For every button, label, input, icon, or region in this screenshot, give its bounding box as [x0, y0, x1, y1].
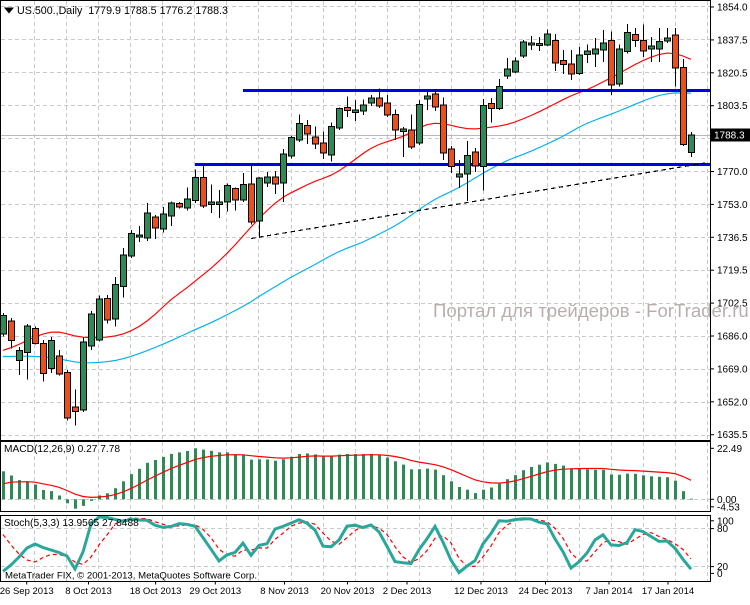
svg-text:29 Oct 2013: 29 Oct 2013 [189, 586, 241, 597]
svg-text:MetaTrader FIX, © 2001-2013, M: MetaTrader FIX, © 2001-2013, MetaQuotes … [5, 571, 257, 582]
svg-text:1854.0: 1854.0 [717, 3, 748, 14]
svg-text:2 Dec 2013: 2 Dec 2013 [383, 586, 432, 597]
svg-text:1669.0: 1669.0 [717, 364, 748, 375]
svg-text:24 Dec 2013: 24 Dec 2013 [519, 586, 573, 597]
svg-text:8 Oct 2013: 8 Oct 2013 [65, 586, 111, 597]
svg-text:17 Jan 2014: 17 Jan 2014 [642, 586, 694, 597]
svg-text:1837.5: 1837.5 [717, 35, 748, 46]
svg-text:1820.5: 1820.5 [717, 68, 748, 79]
svg-text:US.500.,Daily 1779.9 1788.5 1: US.500.,Daily 1779.9 1788.5 1776.2 1788.… [17, 5, 228, 17]
svg-text:1803.5: 1803.5 [717, 101, 748, 112]
svg-text:20: 20 [717, 562, 729, 573]
svg-text:20 Nov 2013: 20 Nov 2013 [321, 586, 375, 597]
svg-text:1736.5: 1736.5 [717, 233, 748, 244]
svg-text:100: 100 [717, 516, 734, 527]
svg-text:1788.3: 1788.3 [714, 131, 745, 142]
svg-text:1652.0: 1652.0 [717, 397, 748, 408]
svg-text:1753.0: 1753.0 [717, 200, 748, 211]
svg-text:1702.5: 1702.5 [717, 299, 748, 310]
svg-text:1635.5: 1635.5 [717, 430, 748, 441]
svg-text:-4.53: -4.53 [717, 502, 740, 513]
svg-text:22.49: 22.49 [717, 444, 742, 455]
svg-text:8 Nov 2013: 8 Nov 2013 [260, 586, 309, 597]
svg-text:1686.0: 1686.0 [717, 332, 748, 343]
svg-text:26 Sep 2013: 26 Sep 2013 [0, 586, 54, 597]
svg-text:18 Oct 2013: 18 Oct 2013 [130, 586, 182, 597]
svg-text:MACD(12,26,9) 0.27 7.78: MACD(12,26,9) 0.27 7.78 [4, 444, 120, 455]
svg-text:80: 80 [717, 524, 729, 535]
svg-text:0.00: 0.00 [717, 495, 737, 506]
svg-text:Stoch(5,3,3) 13.9565 27.8488: Stoch(5,3,3) 13.9565 27.8488 [4, 518, 139, 529]
svg-text:0: 0 [717, 569, 723, 580]
svg-text:Портал для трейдеров - ForTrad: Портал для трейдеров - ForTrader.ru [433, 300, 749, 321]
svg-text:7 Jan 2014: 7 Jan 2014 [585, 586, 632, 597]
svg-text:1770.0: 1770.0 [717, 167, 748, 178]
svg-text:1719.5: 1719.5 [717, 266, 748, 277]
svg-text:12 Dec 2013: 12 Dec 2013 [454, 586, 508, 597]
